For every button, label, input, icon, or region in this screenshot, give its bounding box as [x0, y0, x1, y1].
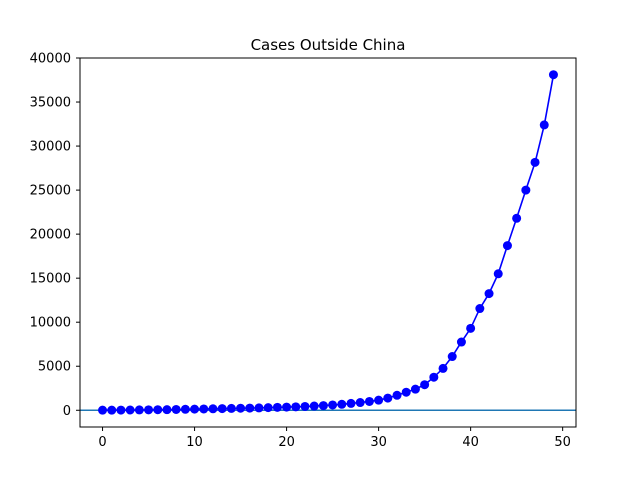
- x-axis: 0 10 20 30 40 50: [98, 427, 571, 450]
- y-tick-label: 20000: [30, 228, 71, 243]
- data-point: [318, 401, 328, 411]
- y-tick-label: 10000: [30, 316, 71, 331]
- y-tick-label: 35000: [30, 96, 71, 111]
- data-point: [456, 337, 466, 347]
- data-point: [282, 402, 292, 412]
- chart-title: Cases Outside China: [251, 36, 406, 54]
- data-point: [530, 157, 540, 167]
- data-point: [364, 396, 374, 406]
- data-point: [162, 405, 172, 415]
- data-point: [521, 185, 531, 195]
- y-tick-label: 0: [63, 404, 71, 419]
- data-point: [374, 395, 384, 405]
- data-point: [180, 404, 190, 414]
- data-point: [153, 405, 163, 415]
- data-point: [539, 120, 549, 130]
- data-point: [144, 405, 154, 415]
- data-point: [355, 398, 365, 408]
- data-point: [401, 387, 411, 397]
- plot-frame: [79, 57, 577, 428]
- y-tick-label: 30000: [30, 140, 71, 155]
- data-point: [208, 404, 218, 414]
- data-point: [493, 269, 503, 279]
- x-tick-label: 30: [370, 435, 387, 450]
- data-point: [548, 70, 558, 80]
- data-point: [328, 400, 338, 410]
- data-point: [134, 405, 144, 415]
- x-tick-label: 40: [462, 435, 479, 450]
- data-point: [438, 363, 448, 373]
- data-point: [263, 403, 273, 413]
- data-point: [410, 384, 420, 394]
- x-tick-label: 50: [554, 435, 571, 450]
- data-point: [199, 404, 209, 414]
- data-point: [291, 402, 301, 412]
- data-point: [116, 405, 126, 415]
- data-point: [502, 241, 512, 251]
- y-tick-label: 15000: [30, 272, 71, 287]
- data-point: [226, 403, 236, 413]
- data-point: [383, 393, 393, 403]
- data-point: [98, 405, 108, 415]
- data-point: [392, 390, 402, 400]
- data-point: [217, 404, 227, 414]
- data-point: [125, 405, 135, 415]
- data-point: [171, 404, 181, 414]
- data-point: [484, 289, 494, 299]
- data-point: [107, 405, 117, 415]
- series-layer: [98, 70, 558, 415]
- data-point: [300, 401, 310, 411]
- y-tick-label: 40000: [30, 52, 71, 67]
- data-point: [466, 323, 476, 333]
- data-point: [475, 304, 485, 314]
- y-axis: 0 5000 10000 15000 20000 25000 30000 35000 40000: [30, 52, 80, 419]
- data-point: [429, 372, 439, 382]
- data-point: [337, 399, 347, 409]
- data-point: [236, 403, 246, 413]
- x-tick-label: 20: [278, 435, 295, 450]
- data-point: [512, 213, 522, 223]
- data-point: [309, 401, 319, 411]
- series-line: [102, 74, 555, 411]
- data-point: [447, 352, 457, 362]
- data-point: [254, 403, 264, 413]
- x-tick-label: 10: [186, 435, 203, 450]
- data-point: [346, 398, 356, 408]
- y-tick-label: 25000: [30, 184, 71, 199]
- data-point: [420, 380, 430, 390]
- x-tick-label: 0: [98, 435, 106, 450]
- data-point: [245, 403, 255, 413]
- y-tick-label: 5000: [38, 360, 71, 375]
- data-point: [190, 404, 200, 414]
- data-point: [272, 402, 282, 412]
